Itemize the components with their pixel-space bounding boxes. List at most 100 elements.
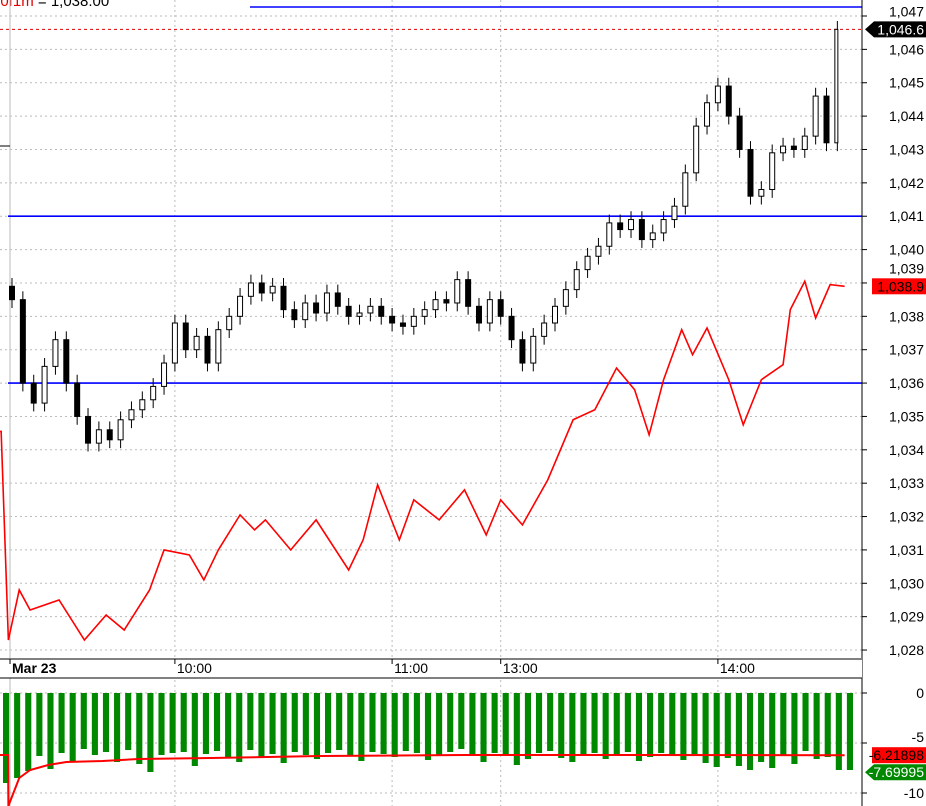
candle-body <box>769 152 776 191</box>
candle-body <box>573 269 580 291</box>
candle <box>9 277 15 308</box>
histogram-bar <box>291 693 298 752</box>
histogram-bar <box>247 693 254 750</box>
chart-title: 30f1m = 1,038.00 <box>0 0 109 10</box>
candle-body <box>519 339 526 364</box>
histogram-bar <box>369 693 376 752</box>
price-tick-label: 1,042 <box>889 175 924 191</box>
candle-body <box>801 135 808 150</box>
candle <box>30 374 37 412</box>
candle-body <box>323 292 330 314</box>
histogram-bar <box>136 693 143 764</box>
histogram-bar <box>835 693 842 770</box>
candle-body <box>562 289 569 307</box>
lower-line-badge-text: -6.21898 <box>869 747 924 763</box>
lower-line-badge-shape <box>872 747 926 764</box>
candle-body <box>834 28 839 144</box>
histogram-bar <box>613 693 620 754</box>
histogram-bar <box>535 693 543 753</box>
candle <box>530 328 537 372</box>
candle <box>541 314 548 345</box>
candle-body <box>475 305 482 324</box>
candle-body <box>117 419 124 441</box>
histogram-bar <box>47 693 54 769</box>
candle-body <box>693 125 700 174</box>
candle <box>747 141 754 205</box>
candle <box>628 211 635 238</box>
histogram-bar <box>236 693 243 762</box>
price-tick-label: 1,047 <box>889 3 924 19</box>
candle <box>215 321 222 372</box>
candle-body <box>280 285 287 311</box>
histogram-bar <box>269 693 276 754</box>
histogram-bar <box>191 693 198 766</box>
lower-red-line <box>0 754 845 806</box>
candle <box>226 307 233 339</box>
price-tick-label: 1,046 <box>889 41 924 57</box>
price-tick-label: 1,028 <box>889 642 924 658</box>
candle <box>258 274 265 302</box>
last-price-badge-text: 1,046.6 <box>877 21 924 37</box>
price-tick-label: 1,040 <box>889 242 924 258</box>
candle-body <box>258 282 265 294</box>
candle <box>823 87 830 152</box>
candle <box>139 391 146 419</box>
price-tick-label: 1,036 <box>889 375 924 391</box>
grid <box>0 0 862 806</box>
histogram-bar <box>58 693 65 753</box>
candle <box>497 291 504 325</box>
candle <box>812 87 819 145</box>
candle <box>193 328 200 359</box>
candle <box>671 197 678 228</box>
candle <box>660 211 667 242</box>
candle <box>606 214 613 255</box>
candle <box>302 294 309 329</box>
candle <box>714 77 721 112</box>
candle-body <box>704 102 711 127</box>
price-tick-label: 1,031 <box>889 542 924 558</box>
candle <box>161 354 168 395</box>
histogram-bar <box>746 693 754 770</box>
candle <box>595 237 602 265</box>
candle-body <box>628 219 635 231</box>
candle <box>801 127 808 158</box>
candle <box>345 297 352 325</box>
time-tick-label: 14:00 <box>720 660 755 676</box>
candle-body <box>63 339 70 384</box>
histogram-bar <box>602 693 609 759</box>
candle-body <box>584 255 591 271</box>
candle <box>758 181 765 205</box>
candle-body <box>736 115 743 150</box>
candle-body <box>128 409 135 421</box>
histogram-bar <box>180 693 187 752</box>
histogram-bar <box>735 693 742 766</box>
candle-body <box>714 85 721 104</box>
candle-body <box>443 299 450 304</box>
price-tick-label: 1,038 <box>889 308 924 324</box>
level-lines[interactable] <box>0 6 862 384</box>
histogram-bar <box>258 693 265 757</box>
candle <box>410 307 417 335</box>
histogram-bar <box>580 693 587 755</box>
histogram-bar <box>647 693 654 757</box>
candle <box>280 277 287 318</box>
candle-body <box>780 145 787 154</box>
candle-body <box>269 285 276 294</box>
candle-body <box>345 305 352 317</box>
candle-body <box>139 399 146 411</box>
histogram-bar <box>680 693 687 760</box>
histogram-bar <box>213 693 221 751</box>
histogram-bar <box>824 693 831 757</box>
candle <box>237 287 244 325</box>
candle-body <box>367 305 374 314</box>
candle-body <box>334 292 341 307</box>
candle <box>519 331 526 372</box>
histogram-bar <box>502 693 509 754</box>
red-indicator-line <box>0 279 845 642</box>
candle-body <box>410 315 417 327</box>
lower-panel <box>0 693 854 806</box>
candle-body <box>823 95 830 144</box>
candle-body <box>313 302 320 314</box>
price-tick-label: 1,043 <box>889 141 924 157</box>
